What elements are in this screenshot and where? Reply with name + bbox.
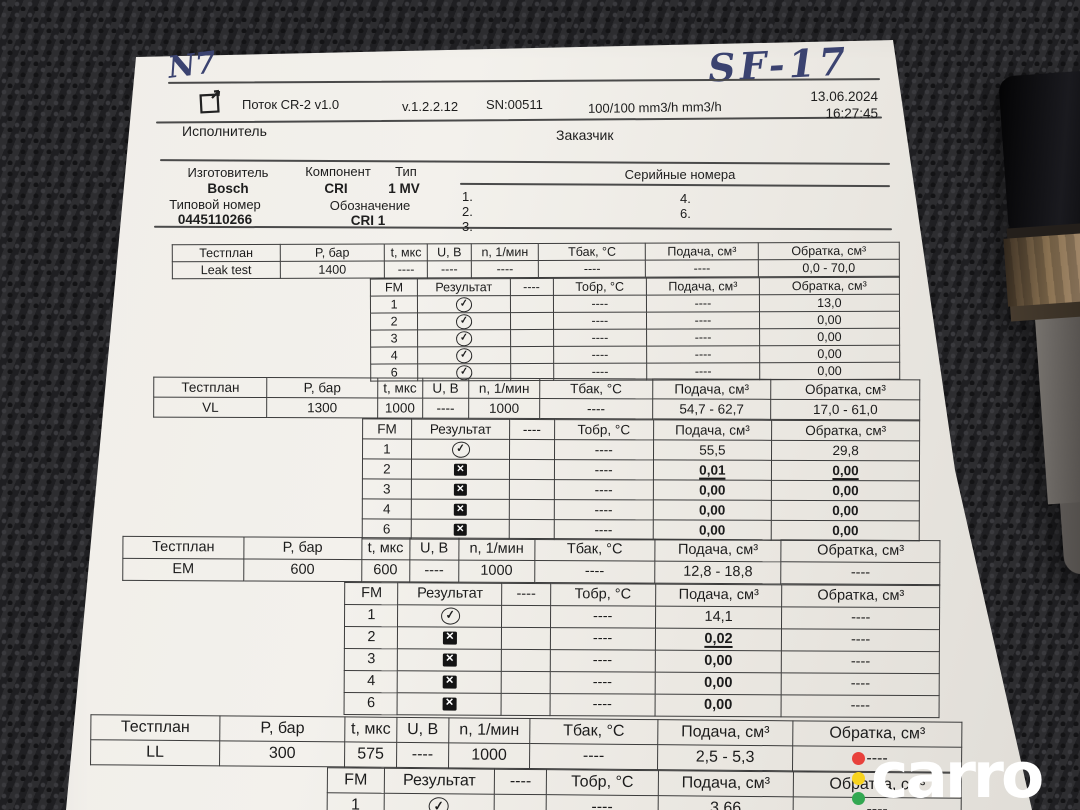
manufacturer-label: Изготовитель: [187, 165, 269, 180]
result-icon: [450, 440, 470, 458]
injector-body: [1035, 310, 1080, 505]
result-icon: [455, 347, 473, 364]
fm-row: 1 ---- ---- 13,0: [370, 294, 900, 314]
result-icon: [442, 653, 457, 667]
type-value: 1 MV: [388, 181, 420, 196]
device-serial: SN:00511: [486, 97, 543, 112]
injector-brass-ring: [1003, 227, 1080, 307]
fm-row: 3 ---- 0,00 0,00: [361, 478, 920, 501]
plan-name: LL: [90, 739, 220, 766]
fm-row: 3 ---- 0,00 ----: [344, 648, 940, 674]
plan-name: Leak test: [172, 261, 280, 279]
injector-photo: 7: [990, 66, 1080, 576]
result-icon: [453, 483, 467, 497]
result-icon: [442, 631, 457, 645]
manufacturer-value: Bosch: [207, 181, 249, 196]
serial-numbers-label: Серийные номера: [624, 167, 736, 182]
plan-name: EM: [122, 558, 244, 581]
yellow-dot-icon: [852, 772, 865, 785]
fm-header-row: FM Результат ---- Тобр, °C Подача, см³ Обратк…: [362, 418, 920, 441]
fm-results-table: FM Результат ---- Тобр, °C Подача, см³ Обратк…: [344, 582, 940, 718]
part-number-label: Типовой номер: [169, 197, 261, 212]
fm-row: 2 ---- ---- 0,00: [370, 311, 900, 331]
traffic-light-icon: [852, 752, 865, 805]
result-icon: [454, 463, 467, 477]
carro-wordmark: carro: [871, 739, 1044, 810]
report-datetime: 13.06.2024 16:27:45: [760, 88, 878, 122]
plan-value-row: EM 600 600 ---- 1000 ---- 12,8 - 18,8 ----: [122, 558, 940, 585]
fm-row: 1 ---- 55,5 29,8: [362, 438, 920, 461]
injector-lower-section: [1059, 495, 1080, 576]
result-icon: [442, 675, 457, 689]
report-date: 13.06.2024: [810, 89, 878, 104]
report-time: 16:27:45: [825, 106, 878, 121]
fm-results-table: FM Результат ---- Тобр, °C Подача, см³ Обратк…: [370, 277, 900, 382]
fm-header-row: FM Результат ---- Тобр, °C Подача, см³ Обратк…: [370, 277, 900, 297]
app-version: v.1.2.2.12: [402, 99, 459, 114]
handwritten-number-right: SF-17: [706, 38, 851, 91]
part-number-value: 0445110266: [177, 212, 253, 227]
component-label: Компонент: [305, 164, 371, 179]
executor-label: Исполнитель: [182, 123, 267, 139]
fm-row: 3 ---- ---- 0,00: [370, 328, 900, 348]
result-icon: [455, 330, 473, 347]
result-icon: [428, 796, 451, 810]
fm-row: 2 ---- 0,02 ----: [344, 626, 940, 652]
plan-value-row: VL 1300 1000 ---- 1000 ---- 54,7 - 62,7 17,0 - …: [153, 397, 920, 420]
export-icon: [199, 88, 223, 115]
serial-slot-2: 2.: [462, 204, 473, 219]
designation-label: Обозначение: [329, 198, 411, 213]
fm-row: 4 ---- 0,00 0,00: [361, 498, 920, 521]
fm-header-row: FM Результат ---- Тобр, °C Подача, см³ Обратк…: [345, 582, 940, 608]
serial-slot-1: 1.: [462, 189, 473, 204]
carro-watermark: carro: [852, 739, 1044, 810]
result-icon: [453, 523, 467, 537]
fm-row: 6 ---- 0,00 ----: [344, 692, 940, 718]
plan-name: VL: [153, 397, 268, 418]
plan-value-row: Leak test 1400 ---- ---- ---- ---- ---- 0,0 - 7…: [172, 259, 900, 279]
green-dot-icon: [852, 792, 865, 805]
fm-row: 1 ---- 14,1 ----: [344, 604, 940, 630]
app-title: Поток CR-2 v1.0: [242, 97, 340, 112]
result-icon: [454, 296, 473, 313]
serial-slot-6: 6.: [680, 206, 691, 221]
result-icon: [439, 606, 461, 626]
flow-range: 100/100 mm3/h mm3/h: [587, 99, 722, 116]
type-label: Тип: [395, 164, 417, 179]
fm-row: 2 ---- 0,01 0,00: [362, 458, 920, 481]
fm-row: 4 ---- ---- 0,00: [370, 345, 900, 365]
red-dot-icon: [852, 752, 865, 765]
serial-slot-3: 3.: [462, 219, 473, 234]
fm-results-table: FM Результат ---- Тобр, °C Подача, см³ Обратк…: [361, 418, 920, 541]
handwritten-number-left: N7: [166, 45, 219, 86]
fm-row: 4 ---- 0,00 ----: [344, 670, 940, 696]
designation-value: CRI 1: [350, 213, 386, 228]
injector-cap: 7: [998, 66, 1080, 229]
component-value: CRI: [324, 181, 348, 196]
serial-slot-4: 4.: [680, 191, 691, 206]
result-icon: [454, 313, 473, 330]
result-icon: [442, 697, 457, 711]
result-icon: [453, 503, 467, 517]
customer-label: Заказчик: [556, 127, 614, 143]
